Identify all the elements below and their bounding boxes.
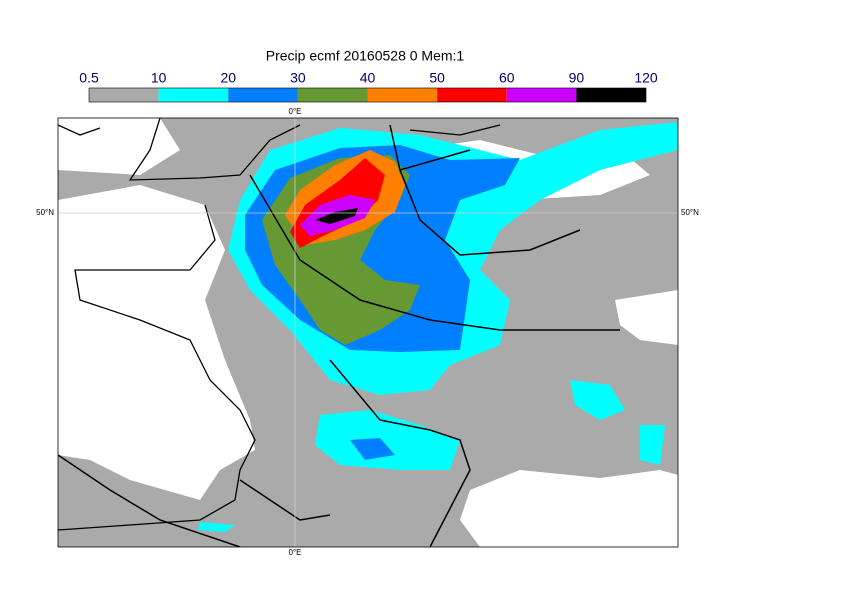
colorbar-segment xyxy=(297,88,368,102)
meridian-label: 0°E xyxy=(289,548,302,557)
dry-area xyxy=(615,290,678,345)
precip-area xyxy=(315,410,460,470)
colorbar-segment xyxy=(367,88,438,102)
coastline xyxy=(58,118,301,531)
title: Precip ecmf 20160528 0 Mem:1 xyxy=(266,48,465,64)
coastline xyxy=(58,124,501,136)
precip-area xyxy=(350,438,395,460)
colorbar-label: 10 xyxy=(151,70,167,86)
colorbar-label: 20 xyxy=(220,70,236,86)
colorbar: 0.5 10 20 30 40 50 60 90 120 xyxy=(79,70,658,103)
colorbar-label: 50 xyxy=(429,70,445,86)
colorbar-label: 60 xyxy=(499,70,515,86)
colorbar-label: 40 xyxy=(360,70,376,86)
map-frame xyxy=(57,117,679,548)
colorbar-frame xyxy=(88,87,647,103)
colorbar-segment xyxy=(228,88,298,102)
map xyxy=(58,118,678,547)
dry-area xyxy=(58,185,255,500)
colorbar-segment xyxy=(89,88,159,102)
parallel-label: 50°N xyxy=(681,208,699,217)
colorbar-segment xyxy=(158,88,229,102)
parallel-label: 50°N xyxy=(36,208,54,217)
border xyxy=(58,124,620,547)
colorbar-segment xyxy=(437,88,507,102)
dry-area xyxy=(460,470,678,547)
colorbar-label: 30 xyxy=(290,70,306,86)
colorbar-label: 90 xyxy=(569,70,585,86)
colorbar-segment xyxy=(576,88,646,102)
colorbar-segment xyxy=(506,88,577,102)
precip-area xyxy=(315,208,358,224)
meridian-label: 0°E xyxy=(289,107,302,116)
colorbar-label: 120 xyxy=(634,70,658,86)
colorbar-label: 0.5 xyxy=(79,70,99,86)
